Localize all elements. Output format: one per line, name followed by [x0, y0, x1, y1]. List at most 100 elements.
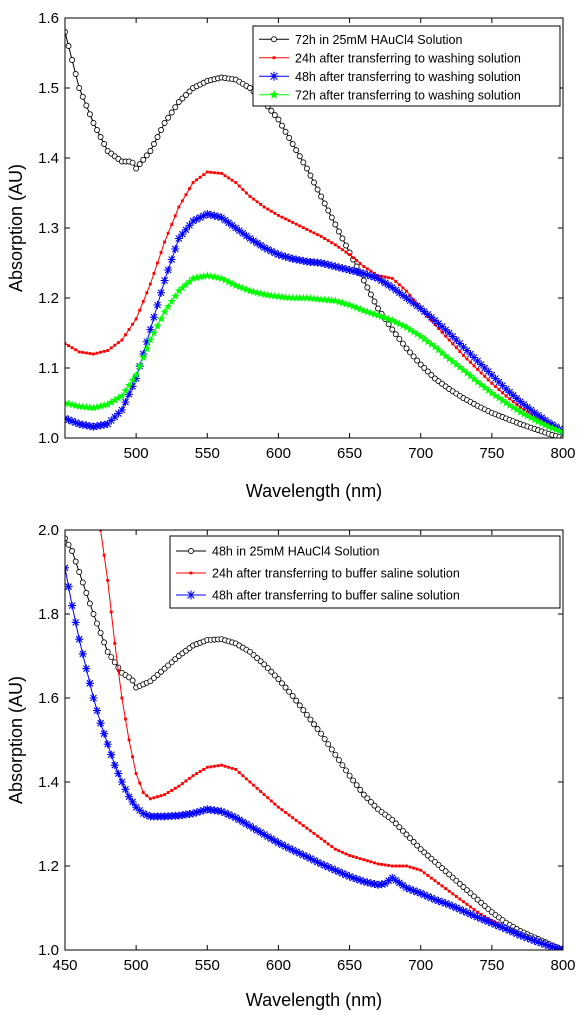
data-point [316, 233, 319, 237]
data-point [434, 319, 443, 328]
data-point [238, 229, 247, 238]
data-point [551, 943, 560, 950]
data-point [135, 806, 144, 815]
data-point [345, 300, 354, 309]
data-point [369, 860, 373, 864]
data-point [147, 148, 154, 154]
data-point [268, 668, 275, 675]
data-point [121, 386, 130, 395]
data-point [282, 128, 289, 135]
data-point [165, 114, 172, 121]
data-point [65, 582, 73, 591]
x-tick-label: 800 [550, 957, 575, 974]
series-1 [65, 29, 563, 438]
chart-1-y-axis-title: Absorption (AU) [6, 164, 26, 292]
data-point [269, 209, 273, 213]
data-point [428, 372, 435, 378]
data-point [262, 793, 266, 797]
data-point [321, 735, 328, 742]
data-point [141, 791, 145, 794]
data-point [448, 902, 457, 911]
y-tick-label: 1.4 [38, 150, 59, 167]
data-point [374, 274, 383, 283]
data-point [288, 293, 297, 302]
data-point [327, 261, 336, 270]
data-point [249, 236, 258, 245]
data-point [212, 764, 216, 768]
data-point [287, 219, 291, 223]
data-point [292, 293, 301, 302]
data-point [314, 186, 321, 193]
data-point [362, 858, 366, 862]
data-point [173, 786, 177, 790]
data-point [152, 272, 156, 275]
data-point [189, 217, 198, 225]
chart-1: 500 550 600 650 700 750 800 1.0 1.1 1.2 1.3 1.4 1.5 1… [6, 10, 576, 501]
data-point [370, 309, 379, 318]
data-point [301, 226, 305, 230]
legend-label: 24h after transferring to buffer saline … [212, 567, 460, 581]
data-point [267, 834, 276, 843]
data-point [407, 349, 414, 356]
data-point [523, 403, 532, 412]
data-point [487, 919, 496, 928]
data-point [355, 856, 359, 860]
data-point [139, 809, 148, 818]
data-point [407, 835, 414, 842]
x-tick-label: 550 [195, 445, 220, 462]
data-point [365, 859, 369, 863]
data-point [134, 772, 138, 776]
data-point [78, 402, 87, 411]
data-point [319, 234, 323, 238]
data-point [269, 799, 273, 803]
data-point [405, 325, 415, 334]
data-point [325, 207, 332, 214]
data-point [102, 553, 106, 557]
data-point [455, 362, 465, 371]
data-point [469, 374, 479, 383]
data-point [99, 530, 103, 532]
data-point [409, 886, 418, 895]
data-point [89, 694, 98, 702]
x-tick-label: 700 [408, 445, 433, 462]
x-tick-label: 500 [124, 957, 149, 974]
data-point [210, 211, 219, 220]
x-tick-label: 550 [195, 957, 220, 974]
data-point [180, 199, 184, 203]
data-point [365, 267, 369, 271]
series-line [65, 171, 563, 433]
y-tick-label: 1.6 [38, 10, 59, 27]
data-point [392, 331, 399, 338]
data-point [234, 767, 238, 771]
data-point [430, 316, 439, 325]
data-point [295, 849, 304, 858]
data-point [96, 421, 105, 430]
data-point [289, 692, 296, 699]
data-point [344, 250, 348, 254]
data-point [216, 764, 220, 768]
data-point [185, 221, 194, 230]
data-point [353, 782, 360, 789]
data-point [519, 932, 528, 941]
data-point [271, 112, 278, 119]
data-point [220, 171, 223, 175]
data-point [502, 925, 511, 933]
data-point [511, 400, 515, 404]
data-point [256, 241, 265, 250]
data-point [142, 810, 151, 819]
y-tick-label: 2.0 [38, 522, 59, 539]
data-point [68, 601, 77, 610]
data-point [445, 900, 454, 909]
data-point [274, 250, 283, 259]
data-point [332, 221, 339, 228]
data-point [228, 221, 237, 230]
data-point [100, 420, 109, 429]
data-point [173, 214, 177, 218]
data-point [294, 818, 298, 822]
data-point [228, 279, 237, 288]
data-point [134, 317, 138, 321]
data-point [96, 719, 105, 728]
data-point [512, 929, 521, 938]
data-point [384, 281, 393, 290]
chart-2-plot-frame [64, 529, 564, 951]
